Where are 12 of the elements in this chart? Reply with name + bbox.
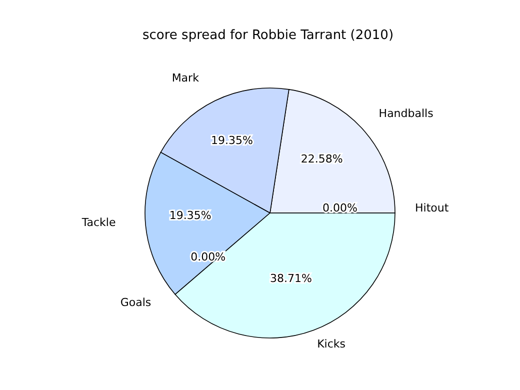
data-label: 19.35% xyxy=(210,134,253,148)
data-label: 19.35% xyxy=(169,209,212,222)
slice-label: Tackle xyxy=(80,216,116,230)
chart-title: score spread for Robbie Tarrant (2010) xyxy=(141,28,395,43)
text: 0.00% xyxy=(322,202,358,214)
slice-label: Kicks xyxy=(317,337,346,350)
data-label: 38.71% xyxy=(270,272,312,285)
category-label: Hitout xyxy=(415,202,449,214)
slice-label: Mark xyxy=(172,71,200,84)
slice-label: Handballs xyxy=(378,107,434,120)
data-label: 22.58% xyxy=(300,152,343,166)
category-label: Goals xyxy=(120,296,152,309)
